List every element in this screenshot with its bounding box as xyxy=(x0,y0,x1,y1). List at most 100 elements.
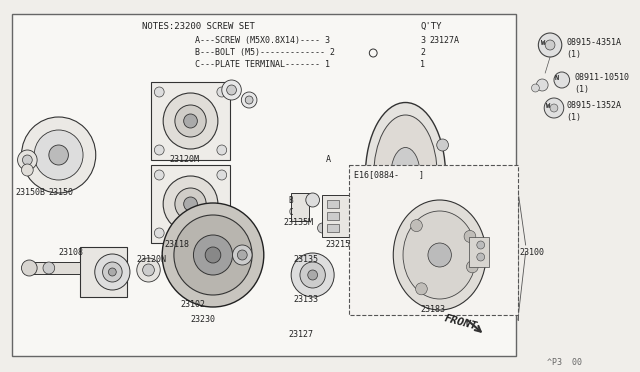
Circle shape xyxy=(162,203,264,307)
Text: 23120N: 23120N xyxy=(137,255,167,264)
Bar xyxy=(80,247,127,297)
Text: B: B xyxy=(288,196,293,205)
Circle shape xyxy=(308,270,317,280)
Bar xyxy=(327,212,339,220)
Circle shape xyxy=(22,164,33,176)
Ellipse shape xyxy=(391,148,420,202)
Ellipse shape xyxy=(382,189,392,202)
Circle shape xyxy=(536,79,548,91)
Bar xyxy=(327,224,339,232)
Bar xyxy=(349,165,518,315)
Text: (1): (1) xyxy=(566,50,582,59)
Text: (1): (1) xyxy=(575,85,589,94)
Ellipse shape xyxy=(387,203,399,213)
Circle shape xyxy=(227,85,236,95)
Circle shape xyxy=(428,243,451,267)
Circle shape xyxy=(143,264,154,276)
Circle shape xyxy=(411,219,422,232)
Circle shape xyxy=(317,223,327,233)
Circle shape xyxy=(43,262,54,274)
Circle shape xyxy=(174,215,252,295)
Circle shape xyxy=(163,176,218,232)
Circle shape xyxy=(531,84,540,92)
Text: 08911-10510: 08911-10510 xyxy=(575,73,630,82)
Circle shape xyxy=(217,170,227,180)
Circle shape xyxy=(306,193,319,207)
Circle shape xyxy=(477,241,484,249)
Circle shape xyxy=(232,245,252,265)
Text: E16[0884-    ]: E16[0884- ] xyxy=(354,170,424,179)
Ellipse shape xyxy=(420,188,429,201)
Text: 23150B: 23150B xyxy=(15,188,45,197)
Text: W: W xyxy=(546,103,550,109)
Text: A---SCREW (M5X0.8X14)---- 3: A---SCREW (M5X0.8X14)---- 3 xyxy=(195,36,330,45)
Circle shape xyxy=(17,150,37,170)
Text: N: N xyxy=(555,75,559,81)
Bar xyxy=(327,200,339,208)
Bar xyxy=(469,237,488,267)
Text: 23127A: 23127A xyxy=(430,36,460,45)
Circle shape xyxy=(217,228,227,238)
Circle shape xyxy=(241,92,257,108)
Text: 23135M: 23135M xyxy=(284,218,314,227)
Text: 1: 1 xyxy=(420,60,425,69)
Text: 23100: 23100 xyxy=(520,248,545,257)
Circle shape xyxy=(467,261,478,273)
Text: 23120M: 23120M xyxy=(169,155,199,164)
Circle shape xyxy=(137,258,160,282)
Text: 08915-4351A: 08915-4351A xyxy=(566,38,621,47)
Circle shape xyxy=(544,98,564,118)
Text: C---PLATE TERMINAL------- 1: C---PLATE TERMINAL------- 1 xyxy=(195,60,330,69)
Text: 23127: 23127 xyxy=(288,330,313,339)
Text: 23102: 23102 xyxy=(180,300,205,309)
Circle shape xyxy=(245,96,253,104)
Ellipse shape xyxy=(393,200,486,310)
Circle shape xyxy=(108,268,116,276)
Ellipse shape xyxy=(413,202,424,212)
Text: W: W xyxy=(541,40,545,46)
Circle shape xyxy=(184,197,197,211)
Circle shape xyxy=(538,33,562,57)
Ellipse shape xyxy=(403,211,476,299)
Bar xyxy=(291,193,308,221)
Circle shape xyxy=(464,230,476,243)
Text: 23150: 23150 xyxy=(49,188,74,197)
Circle shape xyxy=(22,155,32,165)
Circle shape xyxy=(300,262,325,288)
Circle shape xyxy=(217,87,227,97)
Text: NOTES:23200 SCREW SET: NOTES:23200 SCREW SET xyxy=(141,22,255,31)
Text: 23118: 23118 xyxy=(164,240,189,249)
Text: Q'TY: Q'TY xyxy=(420,22,442,31)
Text: 23230: 23230 xyxy=(191,315,216,324)
Bar xyxy=(323,195,356,237)
Ellipse shape xyxy=(395,210,408,218)
Circle shape xyxy=(22,260,37,276)
Circle shape xyxy=(175,188,206,220)
Text: 3: 3 xyxy=(420,36,425,45)
Circle shape xyxy=(184,114,197,128)
Circle shape xyxy=(34,130,83,180)
Circle shape xyxy=(545,40,555,50)
Circle shape xyxy=(193,235,232,275)
Circle shape xyxy=(175,105,206,137)
Ellipse shape xyxy=(365,103,445,247)
Circle shape xyxy=(22,117,96,193)
Circle shape xyxy=(217,145,227,155)
Text: 23215: 23215 xyxy=(325,240,350,249)
Circle shape xyxy=(415,283,428,295)
Text: 23183: 23183 xyxy=(420,305,445,314)
Text: 23135: 23135 xyxy=(293,255,318,264)
Text: 23108: 23108 xyxy=(59,248,84,257)
Circle shape xyxy=(205,247,221,263)
Circle shape xyxy=(154,228,164,238)
Bar xyxy=(12,14,516,356)
Circle shape xyxy=(154,87,164,97)
Circle shape xyxy=(163,93,218,149)
Text: FRONT: FRONT xyxy=(444,313,479,331)
Bar xyxy=(29,262,80,274)
Text: ^P3  00: ^P3 00 xyxy=(547,358,582,367)
Circle shape xyxy=(49,145,68,165)
Circle shape xyxy=(237,250,247,260)
Circle shape xyxy=(154,170,164,180)
Ellipse shape xyxy=(374,115,437,235)
